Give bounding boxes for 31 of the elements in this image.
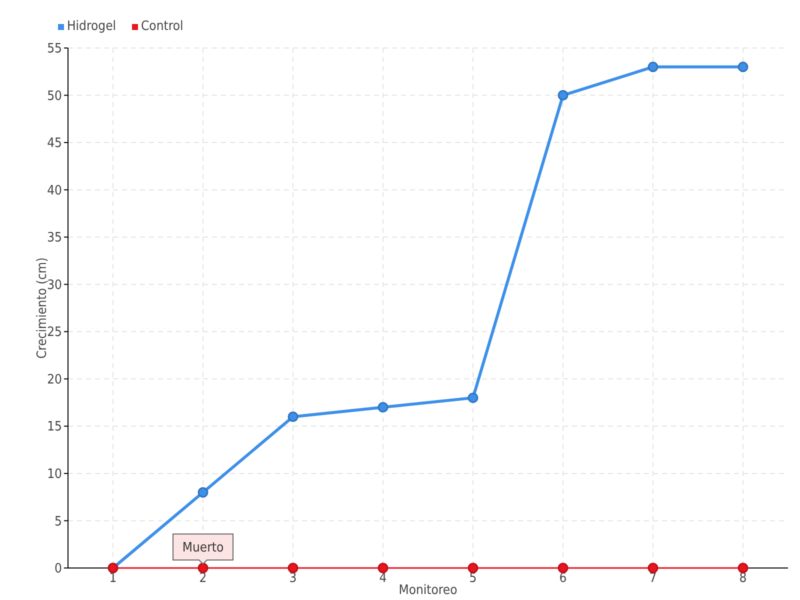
point [648, 62, 658, 72]
point [468, 392, 478, 404]
y-tick-label: 25 [47, 325, 62, 340]
point [738, 562, 748, 574]
point [378, 402, 388, 413]
y-tick-label: 20 [47, 372, 62, 388]
x-tick-label: 4 [379, 571, 387, 586]
point [288, 562, 298, 574]
point [198, 487, 208, 498]
y-tick-label: 45 [47, 136, 62, 152]
y-tick-label: 30 [47, 278, 62, 293]
point [558, 562, 568, 574]
y-tick-label: 35 [47, 230, 62, 246]
point [198, 562, 208, 574]
point [558, 90, 568, 101]
y-tick-label: 55 [47, 42, 62, 57]
y-tick-label: 5 [54, 514, 62, 530]
point [468, 562, 478, 574]
y-tick-label: 15 [47, 420, 62, 435]
point [738, 62, 748, 72]
y-tick-label: 50 [47, 88, 62, 104]
point [648, 562, 658, 574]
legend-label: Control [141, 19, 184, 34]
x-axis-title: Monitoreo [398, 583, 458, 598]
point [288, 411, 298, 422]
y-tick-label: 10 [47, 467, 62, 482]
y-tick-label: 40 [47, 183, 62, 198]
annotation: Muerto [182, 540, 224, 556]
legend-label: Hidrogel [67, 19, 116, 34]
point [378, 562, 388, 574]
y-tick-label: 0 [54, 562, 62, 577]
